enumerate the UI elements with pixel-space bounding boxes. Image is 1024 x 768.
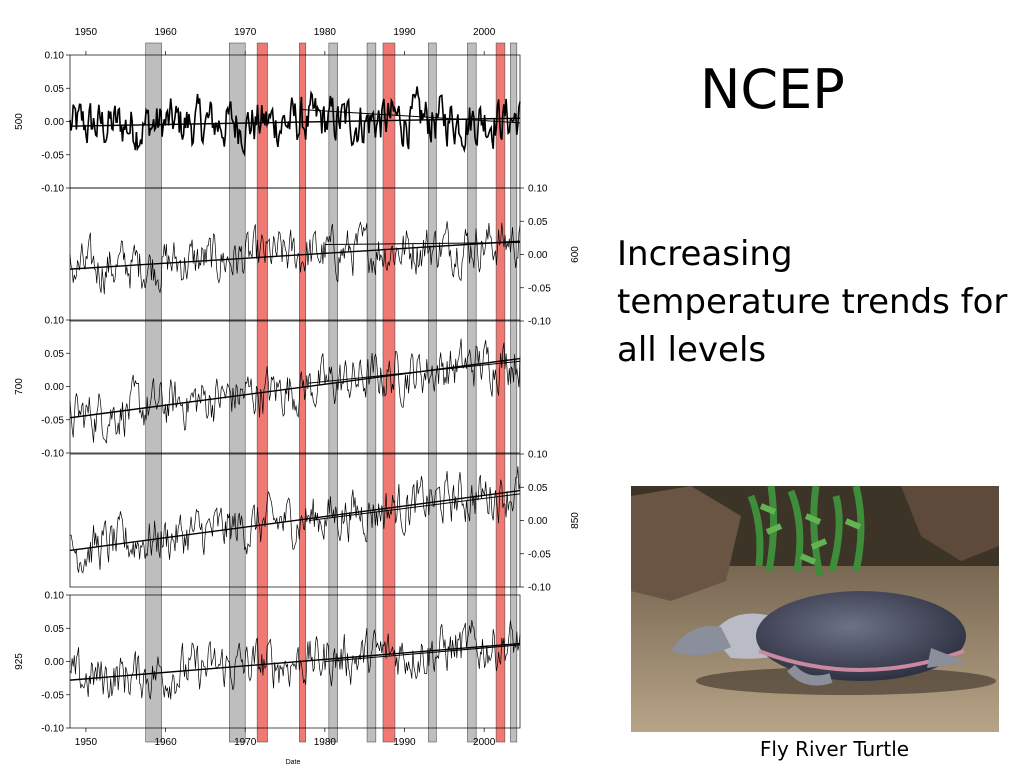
series-line-600 [69, 221, 521, 295]
x-tick-label-top: 1970 [234, 27, 257, 38]
slide-body-text: Increasing temperature trends for all le… [617, 234, 1008, 370]
y-tick-label: -0.10 [41, 724, 64, 735]
x-tick-label-top: 2000 [473, 27, 496, 38]
panel-level-label: 925 [14, 653, 25, 670]
y-tick-label: -0.10 [528, 583, 551, 594]
y-tick-label: 0.05 [45, 624, 65, 635]
y-tick-label: 0.10 [528, 450, 548, 461]
x-tick-label-top: 1990 [393, 27, 416, 38]
panel-level-label: 500 [14, 113, 25, 130]
y-tick-label: 0.05 [528, 217, 548, 228]
trend-line-700 [69, 357, 521, 419]
y-tick-label: 0.10 [528, 184, 548, 195]
x-tick-label-bottom: 1990 [393, 737, 416, 748]
shaded-period [428, 42, 437, 743]
shaded-period [495, 42, 506, 743]
y-tick-label: 0.00 [45, 382, 65, 393]
panel-frame [69, 319, 521, 454]
shaded-period [366, 42, 377, 743]
trend-line-secondary-600 [324, 242, 521, 246]
x-tick-label-top: 1980 [314, 27, 337, 38]
y-tick-label: -0.10 [41, 449, 64, 460]
y-tick-label: 0.00 [528, 516, 548, 527]
series-line-700 [69, 338, 521, 444]
trend-line-925 [69, 642, 521, 681]
y-tick-label: 0.05 [528, 483, 548, 494]
y-tick-label: -0.05 [41, 415, 64, 426]
panel-level-label: 600 [570, 246, 581, 263]
shaded-period [510, 42, 518, 743]
trend-line-secondary-500 [300, 109, 521, 124]
y-tick-label: 0.05 [45, 349, 65, 360]
series-line-500 [69, 86, 521, 158]
y-tick-label: -0.05 [528, 549, 551, 560]
turtle-photo [631, 486, 999, 732]
panel-level-label: 700 [14, 378, 25, 395]
x-axis-label: Date [286, 759, 301, 766]
y-tick-label: 0.00 [45, 117, 65, 128]
trend-line-secondary-925 [324, 644, 521, 662]
y-tick-label: -0.05 [41, 690, 64, 701]
trend-line-secondary-700 [308, 360, 521, 384]
x-tick-label-top: 1950 [75, 27, 98, 38]
y-tick-label: 0.05 [45, 84, 65, 95]
x-tick-label-bottom: 1950 [75, 737, 98, 748]
trend-line-600 [69, 240, 521, 270]
series-line-850 [69, 466, 521, 574]
y-tick-label: -0.10 [528, 317, 551, 328]
shaded-period [467, 42, 477, 743]
x-tick-label-bottom: 1960 [154, 737, 177, 748]
trend-line-500 [69, 117, 521, 127]
x-tick-label-bottom: 2000 [473, 737, 496, 748]
y-tick-label: 0.10 [45, 51, 65, 62]
y-tick-label: 0.10 [45, 591, 65, 602]
x-tick-label-top: 1960 [154, 27, 177, 38]
series-line-925 [69, 620, 521, 700]
photo-caption: Fly River Turtle [759, 737, 910, 761]
shaded-period [299, 42, 307, 743]
trend-line-850 [69, 489, 521, 552]
slide-title: NCEP [700, 58, 845, 121]
y-tick-label: 0.10 [45, 316, 65, 327]
temperature-chart: 0.10 0.05 0.00 -0.05 -0.10 500 0.10 0.05 0.00 -0.… [14, 27, 581, 766]
x-tick-label-bottom: 1970 [234, 737, 257, 748]
y-tick-label: -0.05 [41, 150, 64, 161]
panel-level-label: 850 [570, 512, 581, 529]
y-tick-label: 0.00 [528, 250, 548, 261]
y-tick-label: 0.00 [45, 657, 65, 668]
x-tick-label-bottom: 1980 [314, 737, 337, 748]
trend-line-secondary-850 [308, 493, 521, 521]
y-tick-label: -0.05 [528, 283, 551, 294]
y-tick-label: -0.10 [41, 184, 64, 195]
